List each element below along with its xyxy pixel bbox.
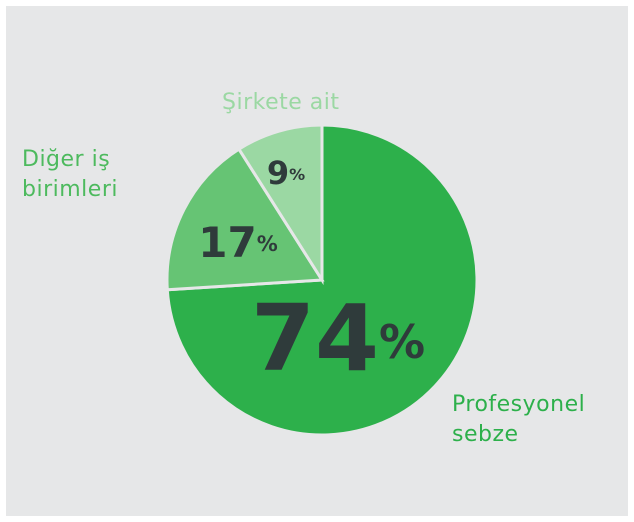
value-label: 9% [267, 154, 305, 192]
value-label: 74% [251, 285, 425, 392]
category-label: Şirkete ait [222, 90, 340, 115]
category-label: Diğer iş birimleri [22, 147, 118, 202]
pie-slice [236, 123, 324, 286]
value-label: 17% [198, 218, 278, 267]
pie-slice [165, 147, 325, 292]
category-label: Profesyonel sebze [452, 392, 586, 447]
